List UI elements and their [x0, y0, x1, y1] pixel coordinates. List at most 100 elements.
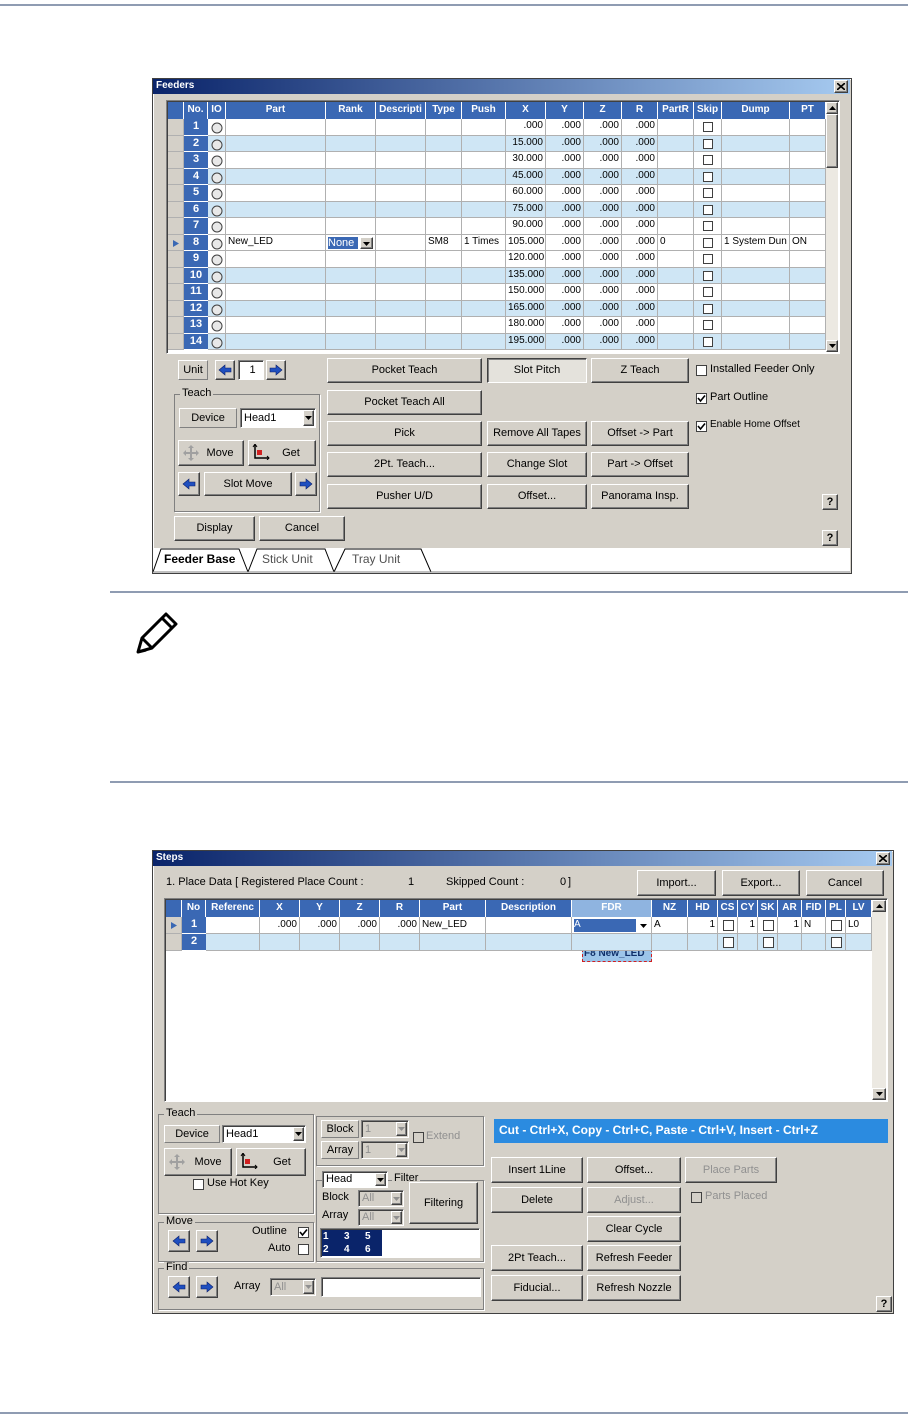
find-input[interactable]: [321, 1277, 481, 1297]
help-button[interactable]: ?: [822, 530, 838, 546]
checkbox[interactable]: [691, 1192, 702, 1203]
checkbox-label: Installed Feeder Only: [710, 363, 815, 375]
io-indicator: [211, 287, 223, 299]
cancel-button[interactable]: Cancel: [259, 516, 345, 541]
cell: 1 System Dun: [722, 234, 790, 251]
combo-arrow-icon: [398, 1127, 405, 1131]
command-button[interactable]: Offset -> Part: [591, 421, 689, 446]
cell: [722, 284, 790, 301]
skip-checkbox[interactable]: [703, 204, 713, 215]
scroll-thumb[interactable]: [826, 114, 838, 168]
skip-checkbox[interactable]: [703, 188, 713, 198]
tab[interactable]: Tray Unit: [352, 552, 401, 566]
help-button[interactable]: ?: [822, 494, 838, 510]
cell: [326, 168, 376, 185]
cell: [326, 119, 376, 136]
combo-box[interactable]: Head1: [222, 1125, 306, 1143]
checkbox[interactable]: [298, 1227, 309, 1238]
cell: 120.000: [506, 251, 546, 268]
cell: .000: [584, 119, 622, 136]
rule: [110, 781, 908, 783]
command-button[interactable]: Pick: [327, 421, 482, 446]
checkbox[interactable]: [696, 365, 707, 376]
row-indicator: [168, 201, 184, 218]
io-indicator-part: [211, 238, 223, 249]
checkbox[interactable]: [696, 421, 707, 432]
list-item[interactable]: 3: [344, 1231, 350, 1242]
cell: [226, 218, 326, 235]
header-button[interactable]: Import...: [637, 870, 716, 896]
command-button[interactable]: Clear Cycle: [587, 1216, 681, 1242]
command-button[interactable]: Panorama Insp.: [591, 484, 689, 509]
command-button[interactable]: Z Teach: [591, 358, 689, 383]
cell: 15.000: [506, 135, 546, 152]
command-button[interactable]: Slot Pitch: [487, 358, 587, 383]
help-button[interactable]: ?: [876, 1296, 892, 1312]
command-button[interactable]: Offset...: [587, 1157, 681, 1183]
tab[interactable]: Stick Unit: [262, 552, 313, 566]
skip-checkbox[interactable]: [703, 237, 713, 248]
skip-checkbox[interactable]: [703, 122, 713, 132]
header-button[interactable]: Export...: [722, 870, 800, 896]
place-data-label: 1. Place Data [ Registered Place Count :: [166, 876, 364, 888]
checkbox[interactable]: [830, 920, 842, 931]
command-button[interactable]: Offset...: [487, 484, 587, 509]
checkbox[interactable]: [722, 920, 734, 931]
command-button[interactable]: Pusher U/D: [327, 484, 482, 509]
cell: .000: [584, 234, 622, 251]
command-button[interactable]: Pocket Teach: [327, 358, 482, 383]
checkbox[interactable]: [722, 937, 734, 948]
cell: [326, 267, 376, 284]
skip-checkbox[interactable]: [703, 287, 713, 297]
cell: [206, 917, 260, 934]
list-item[interactable]: 4: [344, 1244, 350, 1255]
group-box: [158, 1268, 484, 1310]
skip-checkbox[interactable]: [703, 336, 713, 347]
command-button[interactable]: Change Slot: [487, 452, 587, 477]
command-button[interactable]: Delete: [491, 1187, 583, 1213]
checkbox[interactable]: [193, 1179, 204, 1190]
command-button[interactable]: 2Pt Teach...: [491, 1245, 583, 1271]
hint-bar: Cut - Ctrl+X, Copy - Ctrl+C, Paste - Ctr…: [494, 1119, 888, 1143]
skip-checkbox[interactable]: [703, 270, 713, 281]
combo-box[interactable]: Head1: [240, 408, 316, 428]
slot-move-button[interactable]: Slot Move: [204, 472, 292, 496]
list-item[interactable]: 6: [365, 1244, 371, 1255]
skip-checkbox[interactable]: [703, 320, 713, 330]
cell: [462, 119, 506, 136]
command-button[interactable]: Insert 1Line: [491, 1157, 583, 1183]
list-item[interactable]: 2: [323, 1244, 329, 1255]
skip-checkbox[interactable]: [703, 254, 713, 264]
command-button[interactable]: Refresh Feeder: [587, 1245, 681, 1271]
command-button[interactable]: Refresh Nozzle: [587, 1275, 681, 1301]
io-indicator: [211, 172, 223, 183]
command-button[interactable]: 2Pt. Teach...: [327, 452, 482, 477]
skip-checkbox[interactable]: [703, 138, 713, 149]
checkbox[interactable]: [830, 937, 842, 948]
cell: [226, 333, 326, 350]
list-item[interactable]: 5: [365, 1231, 371, 1242]
filtering-button[interactable]: Filtering: [409, 1182, 478, 1224]
display-button[interactable]: Display: [174, 516, 255, 541]
combo-box[interactable]: Head: [322, 1171, 388, 1188]
command-button[interactable]: Pocket Teach All: [327, 390, 482, 415]
list-item[interactable]: 1: [323, 1231, 329, 1242]
tab[interactable]: Feeder Base: [164, 552, 236, 566]
checkbox[interactable]: [413, 1132, 424, 1143]
skip-checkbox[interactable]: [703, 221, 713, 231]
cell: [326, 333, 376, 350]
skip-checkbox[interactable]: [703, 155, 713, 165]
command-button[interactable]: Remove All Tapes: [487, 421, 587, 446]
checkbox[interactable]: [298, 1244, 309, 1255]
header-button[interactable]: Cancel: [806, 870, 884, 896]
skip-checkbox[interactable]: [703, 171, 713, 182]
command-button[interactable]: Part -> Offset: [591, 452, 689, 477]
fdr-option[interactable]: F8 New_LED: [584, 948, 645, 959]
checkbox[interactable]: [762, 937, 774, 948]
checkbox[interactable]: [762, 920, 774, 931]
combo-arrow-icon-part: [377, 1177, 384, 1182]
cell: [658, 152, 694, 169]
skip-checkbox[interactable]: [703, 303, 713, 314]
checkbox[interactable]: [696, 393, 707, 404]
command-button[interactable]: Fiducial...: [491, 1275, 583, 1301]
